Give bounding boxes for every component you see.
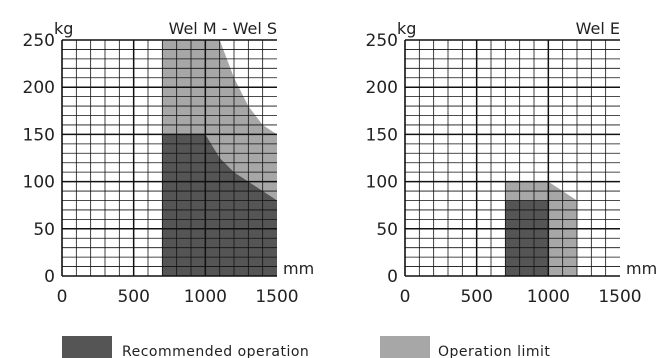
- x-tick-label: 0: [400, 287, 411, 307]
- y-tick-label: 0: [387, 267, 398, 287]
- y-axis-label: kg: [54, 19, 73, 38]
- y-tick-label: 200: [366, 78, 398, 98]
- y-tick-label: 150: [366, 125, 398, 145]
- x-tick-label: 0: [57, 287, 68, 307]
- y-tick-label: 0: [44, 267, 55, 287]
- chart-right: 0 50 100 150 200 250 0 500 1000 1500 kg mm Wel E: [366, 19, 658, 307]
- x-tick-label: 1000: [184, 287, 227, 307]
- legend-swatch-recommended: [62, 336, 112, 358]
- chart-title: Wel M - Wel S: [169, 19, 277, 38]
- x-axis-label: mm: [283, 259, 314, 278]
- y-tick-label: 100: [366, 173, 398, 193]
- y-tick-label: 250: [366, 31, 398, 51]
- x-tick-label: 1500: [255, 287, 298, 307]
- x-axis-label: mm: [626, 259, 657, 278]
- y-tick-label: 200: [23, 78, 55, 98]
- chart-title: Wel E: [576, 19, 620, 38]
- y-tick-label: 50: [376, 220, 398, 240]
- y-tick-label: 50: [33, 220, 55, 240]
- chart-left: 0 50 100 150 200 250 0 500 1000 1500 kg mm Wel M - W…: [23, 19, 315, 307]
- x-tick-label: 1500: [598, 287, 641, 307]
- y-tick-label: 150: [23, 125, 55, 145]
- x-tick-label: 500: [117, 287, 149, 307]
- x-tick-label: 500: [460, 287, 492, 307]
- legend: Recommended operation Operation limit: [62, 336, 550, 358]
- x-tick-label: 1000: [527, 287, 570, 307]
- legend-swatch-limit: [380, 336, 430, 358]
- y-tick-label: 250: [23, 31, 55, 51]
- legend-label-limit: Operation limit: [438, 344, 550, 358]
- y-tick-label: 100: [23, 173, 55, 193]
- y-axis-label: kg: [397, 19, 416, 38]
- legend-label-recommended: Recommended operation: [122, 344, 309, 358]
